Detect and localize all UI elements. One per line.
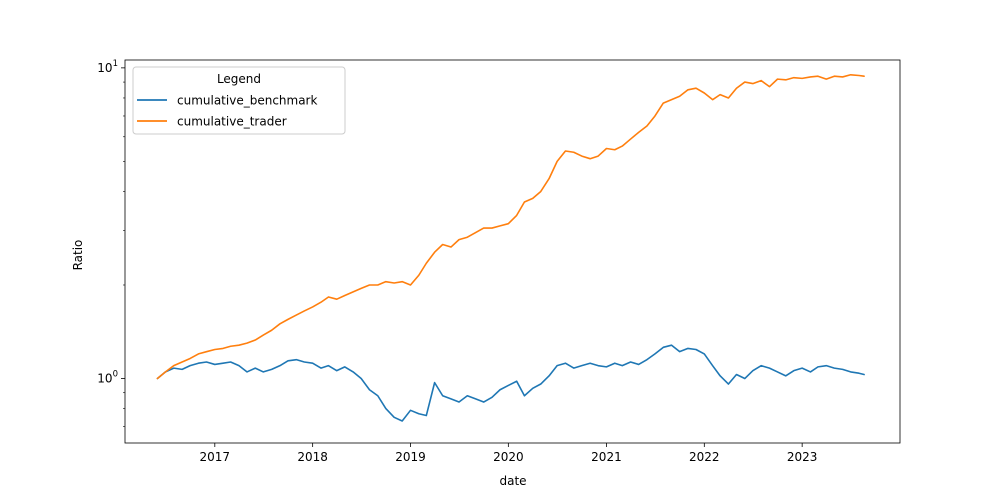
y-axis-label: Ratio <box>71 240 85 271</box>
x-tick-label-2021: 2021 <box>591 450 622 464</box>
plot-area: 2017 2018 2019 2020 2021 2022 2023 100 101 <box>97 59 901 464</box>
x-tick-label-2020: 2020 <box>493 450 524 464</box>
x-tick-label-2023: 2023 <box>787 450 818 464</box>
series-line-cumulative_benchmark <box>156 344 865 422</box>
legend-box <box>132 66 346 135</box>
y-tick-label-10: 101 <box>97 59 118 75</box>
series-line-cumulative_trader <box>156 73 865 380</box>
legend-entry-cumulative_benchmark: cumulative_benchmark <box>177 94 317 108</box>
x-tick-label-2022: 2022 <box>689 450 720 464</box>
y-tick-label-1: 100 <box>97 370 118 386</box>
legend-title: Legend <box>217 72 261 86</box>
x-tick-label-2019: 2019 <box>395 450 426 464</box>
x-axis-label: date <box>499 474 526 488</box>
x-tick-label-2017: 2017 <box>200 450 231 464</box>
legend: Legend cumulative_benchmark cumulative_tra… <box>132 66 346 135</box>
legend-entry-cumulative_trader: cumulative_trader <box>177 115 287 129</box>
x-tick-label-2018: 2018 <box>297 450 328 464</box>
axes-frame <box>124 59 901 444</box>
